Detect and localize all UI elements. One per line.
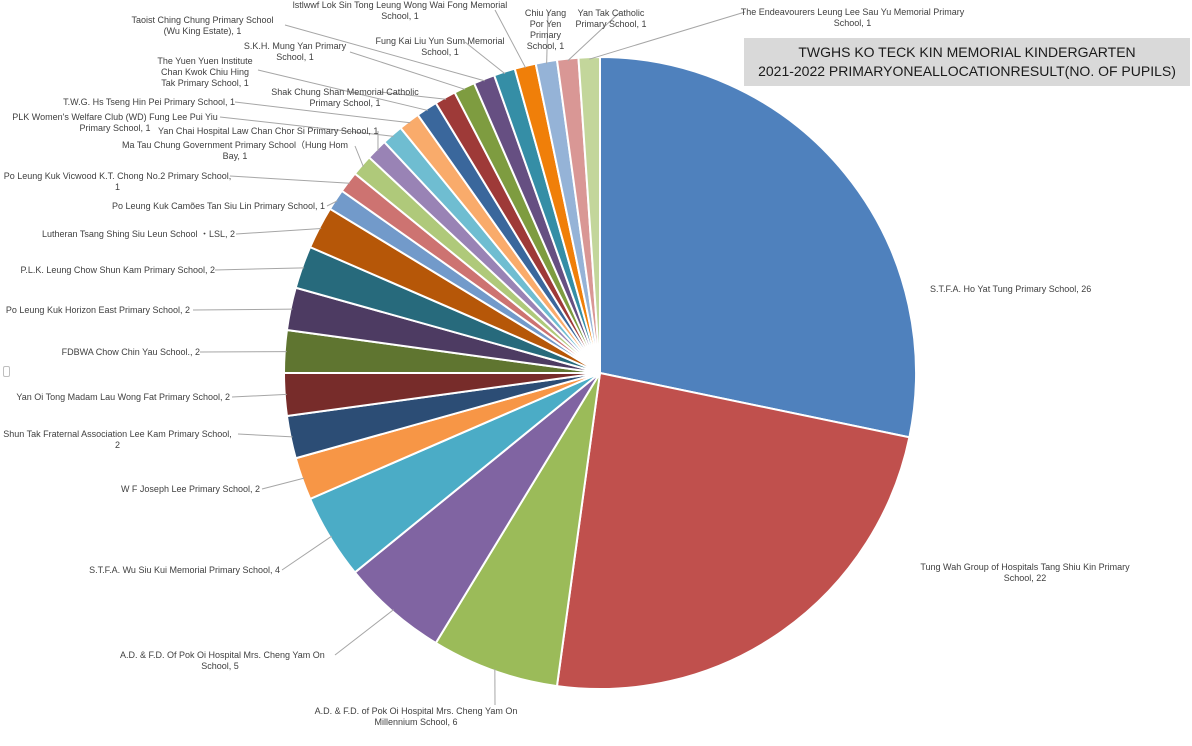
slice-label-line: T.W.G. Hs Tseng Hin Pei Primary School, … bbox=[55, 97, 235, 108]
slice-label-line: A.D. & F.D. Of Pok Oi Hospital Mrs. Chen… bbox=[120, 650, 320, 661]
slice-label: Ma Tau Chung Government Primary School（H… bbox=[115, 140, 355, 162]
slice-label: Po Leung Kuk Horizon East Primary School… bbox=[0, 305, 190, 316]
leader-line bbox=[232, 394, 287, 397]
slice-label-line: Bay, 1 bbox=[115, 151, 355, 162]
slice-label-line: Primary School, 1 bbox=[572, 19, 650, 30]
slice-label-line: Shun Tak Fraternal Association Lee Kam P… bbox=[0, 429, 235, 440]
slice-label-line: W F Joseph Lee Primary School, 2 bbox=[110, 484, 260, 495]
slice-label: Yan Oi Tong Madam Lau Wong Fat Primary S… bbox=[10, 392, 230, 403]
slice-label-line: Shak Chung Shan Memorial Catholic bbox=[270, 87, 420, 98]
slice-label: Po Leung Kuk Camões Tan Siu Lin Primary … bbox=[85, 201, 325, 212]
slice-label: Tung Wah Group of Hospitals Tang Shiu Ki… bbox=[900, 562, 1150, 584]
slice-label-line: Ma Tau Chung Government Primary School（H… bbox=[115, 140, 355, 151]
slice-label-line: School, 1 bbox=[740, 18, 965, 29]
chart-title: TWGHS KO TECK KIN MEMORIAL KINDERGARTEN bbox=[744, 43, 1190, 62]
slice-label-line: School, 22 bbox=[900, 573, 1150, 584]
pie-slice bbox=[600, 57, 916, 437]
slice-label-line: Po Leung Kuk Camões Tan Siu Lin Primary … bbox=[85, 201, 325, 212]
leader-line bbox=[335, 610, 394, 655]
slice-label-line: School, 1 bbox=[370, 47, 510, 58]
slice-label-line: Primary School, 1 bbox=[270, 98, 420, 109]
slice-label-line: (Wu King Estate), 1 bbox=[120, 26, 285, 37]
slice-label-line: Chiu Yang bbox=[523, 8, 568, 19]
slice-label: P.L.K. Leung Chow Shun Kam Primary Schoo… bbox=[10, 265, 215, 276]
slice-label-line: Fung Kai Liu Yun Sum Memorial bbox=[370, 36, 510, 47]
slice-label-line: Yan Tak Catholic bbox=[572, 8, 650, 19]
slice-label-line: Yan Oi Tong Madam Lau Wong Fat Primary S… bbox=[10, 392, 230, 403]
slice-label-line: School, 1 bbox=[290, 11, 510, 22]
slice-label-line: lstlwwf Lok Sin Tong Leung Wong Wai Fong… bbox=[290, 0, 510, 11]
slice-label: Lutheran Tsang Shing Siu Leun School ・LS… bbox=[35, 229, 235, 240]
slice-label-line: PLK Women's Welfare Club (WD) Fung Lee P… bbox=[10, 112, 220, 123]
chart-title-box: TWGHS KO TECK KIN MEMORIAL KINDERGARTEN … bbox=[744, 38, 1190, 86]
slice-label: W F Joseph Lee Primary School, 2 bbox=[110, 484, 260, 495]
leader-line bbox=[282, 536, 332, 570]
leader-line bbox=[355, 146, 363, 167]
slice-label-line: 2 bbox=[0, 440, 235, 451]
leader-line bbox=[236, 229, 321, 234]
leader-line bbox=[193, 309, 293, 310]
slice-label-line: 1 bbox=[0, 182, 235, 193]
slice-label: lstlwwf Lok Sin Tong Leung Wong Wai Fong… bbox=[290, 0, 510, 22]
slice-label-line: Po Leung Kuk Vicwood K.T. Chong No.2 Pri… bbox=[0, 171, 235, 182]
slice-label-line: Primary bbox=[523, 30, 568, 41]
slice-label-line: Taoist Ching Chung Primary School bbox=[120, 15, 285, 26]
slice-label-line: Tung Wah Group of Hospitals Tang Shiu Ki… bbox=[900, 562, 1150, 573]
slice-label: PLK Women's Welfare Club (WD) Fung Lee P… bbox=[10, 112, 220, 134]
slice-label: The Endeavourers Leung Lee Sau Yu Memori… bbox=[740, 7, 965, 29]
slice-label: Shun Tak Fraternal Association Lee Kam P… bbox=[0, 429, 235, 451]
slice-label: A.D. & F.D. of Pok Oi Hospital Mrs. Chen… bbox=[296, 706, 536, 728]
slice-label: A.D. & F.D. Of Pok Oi Hospital Mrs. Chen… bbox=[120, 650, 320, 672]
leader-line bbox=[262, 478, 304, 489]
slice-label-line: School, 1 bbox=[523, 41, 568, 52]
slice-label: Taoist Ching Chung Primary School(Wu Kin… bbox=[120, 15, 285, 37]
slice-label: S.T.F.A. Ho Yat Tung Primary School, 26 bbox=[930, 284, 1100, 295]
slice-label: S.T.F.A. Wu Siu Kui Memorial Primary Sch… bbox=[70, 565, 280, 576]
slice-label: T.W.G. Hs Tseng Hin Pei Primary School, … bbox=[55, 97, 235, 108]
resize-handle[interactable] bbox=[3, 366, 10, 377]
slice-label-line: Tak Primary School, 1 bbox=[155, 78, 255, 89]
slice-label-line: Millennium School, 6 bbox=[296, 717, 536, 728]
slice-label-line: School, 5 bbox=[120, 661, 320, 672]
slice-label-line: S.T.F.A. Wu Siu Kui Memorial Primary Sch… bbox=[70, 565, 280, 576]
slice-label-line: Chan Kwok Chiu Hing bbox=[155, 67, 255, 78]
leader-line bbox=[230, 176, 350, 183]
slice-label-line: Po Leung Kuk Horizon East Primary School… bbox=[0, 305, 190, 316]
slice-label: Po Leung Kuk Vicwood K.T. Chong No.2 Pri… bbox=[0, 171, 235, 193]
slice-label-line: The Endeavourers Leung Lee Sau Yu Memori… bbox=[740, 7, 965, 18]
slice-label-line: Por Yen bbox=[523, 19, 568, 30]
slice-label-line: FDBWA Chow Chin Yau School., 2 bbox=[50, 347, 200, 358]
leader-line bbox=[238, 434, 293, 437]
slice-label-line: A.D. & F.D. of Pok Oi Hospital Mrs. Chen… bbox=[296, 706, 536, 717]
slice-label-line: Lutheran Tsang Shing Siu Leun School ・LS… bbox=[35, 229, 235, 240]
slice-label-line: P.L.K. Leung Chow Shun Kam Primary Schoo… bbox=[10, 265, 215, 276]
slice-label-line: S.T.F.A. Ho Yat Tung Primary School, 26 bbox=[930, 284, 1100, 295]
slice-label-line: Primary School, 1 bbox=[10, 123, 220, 134]
leader-line bbox=[215, 268, 304, 270]
chart-subtitle: 2021-2022 PRIMARYONEALLOCATIONRESULT(NO.… bbox=[744, 62, 1190, 81]
slice-label-line: S.K.H. Mung Yan Primary bbox=[240, 41, 350, 52]
slice-label: FDBWA Chow Chin Yau School., 2 bbox=[50, 347, 200, 358]
slice-label-line: School, 1 bbox=[240, 52, 350, 63]
